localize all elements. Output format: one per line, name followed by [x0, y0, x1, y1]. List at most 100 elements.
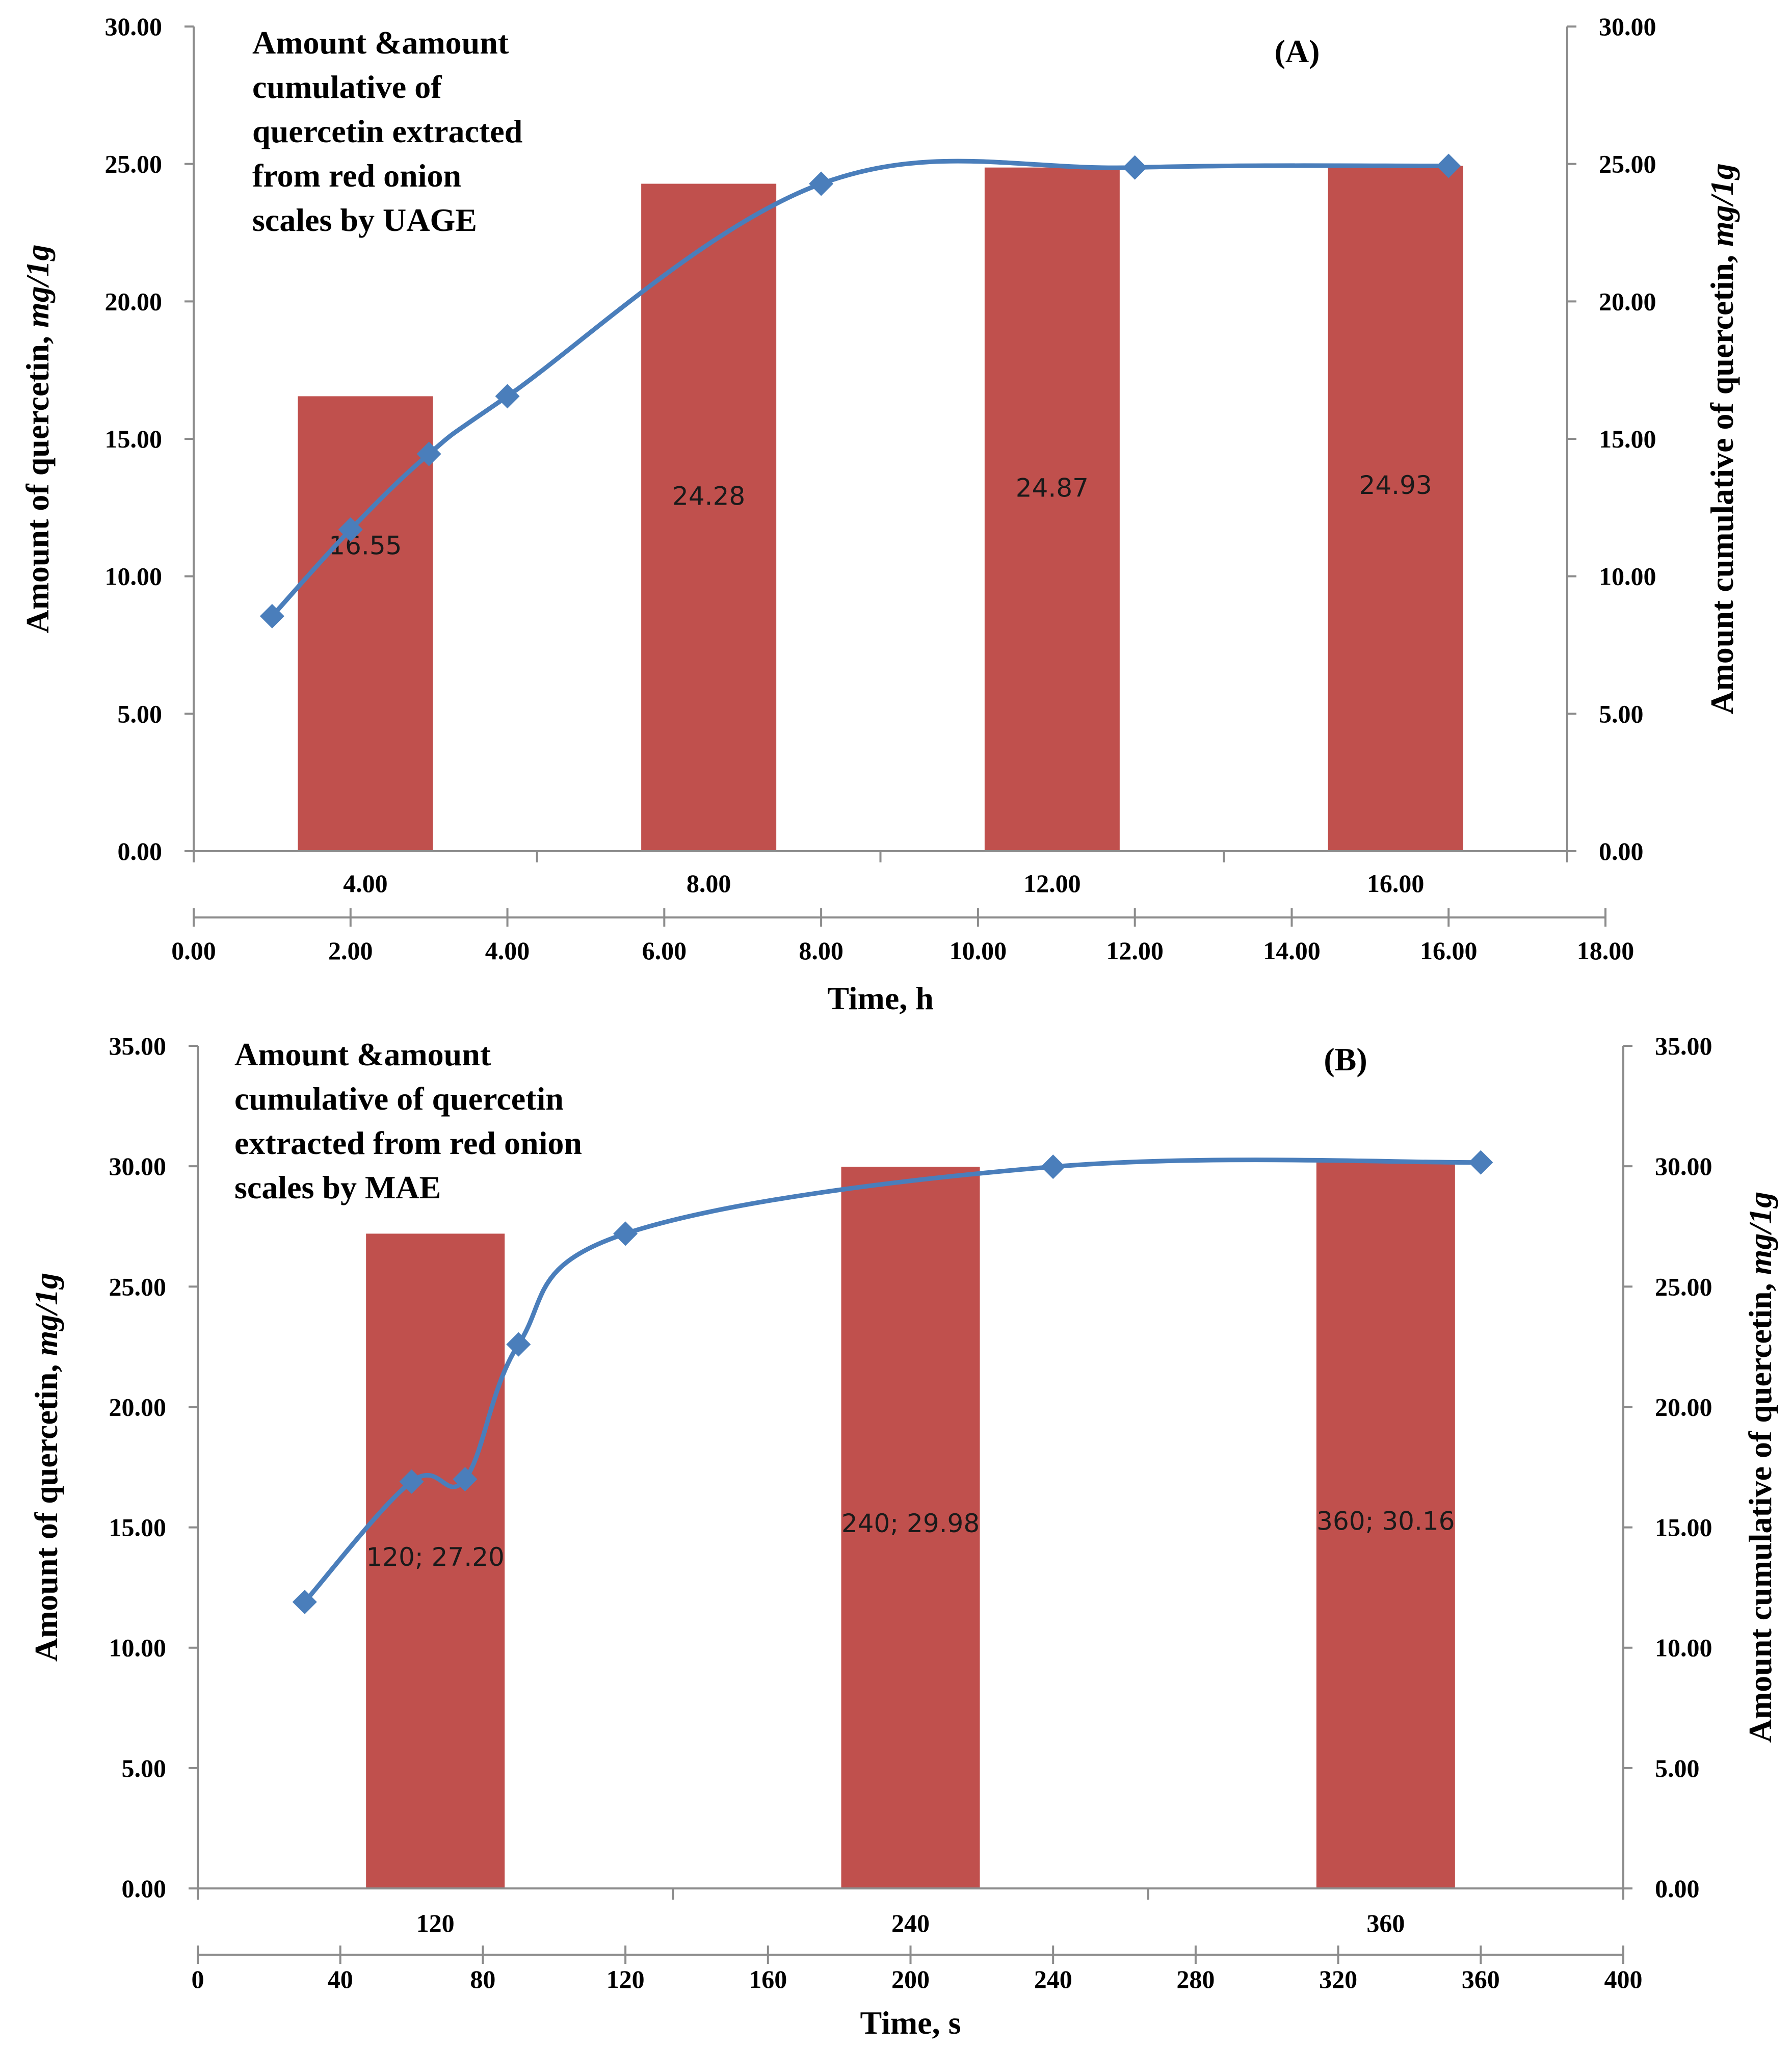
- bar-b-1: [366, 1233, 505, 1888]
- y-tick-label-right: 25.00: [1655, 1272, 1712, 1301]
- bar-b-3: [1316, 1162, 1455, 1888]
- bar-a-1: [298, 396, 433, 851]
- y-tick-label-left: 0.00: [118, 837, 163, 865]
- x-category-label: 16.00: [1367, 869, 1425, 898]
- line-marker-b-2: [399, 1469, 424, 1494]
- x-tick-label: 200: [891, 1965, 930, 1993]
- y-tick-label-right: 5.00: [1599, 699, 1644, 728]
- bar-label-a-4: 24.93: [1359, 470, 1432, 500]
- x-category-label: 12.00: [1023, 869, 1081, 898]
- y-tick-label-right: 0.00: [1655, 1874, 1700, 1903]
- bar-label-a-1: 16.55: [329, 531, 402, 561]
- line-marker-a-5: [809, 171, 834, 196]
- chart-panel-b: 120; 27.20 240; 29.98 360; 30.16 0.00 0.00 5.…: [28, 1032, 1778, 2041]
- y-tick-label-left: 10.00: [105, 562, 163, 591]
- cumulative-line-b: [303, 1158, 1481, 1604]
- chart-title-line: cumulative of: [252, 69, 442, 105]
- x-tick-label: 120: [607, 1965, 645, 1993]
- line-marker-b-6: [1041, 1154, 1066, 1179]
- y-axis-title-left: Amount of quercetin, mg/1g: [19, 244, 56, 633]
- x-tick-label: 160: [749, 1965, 787, 1993]
- x-tick-label: 0.00: [171, 936, 216, 965]
- y-tick-label-right: 15.00: [1599, 425, 1656, 453]
- y-tick-label-left: 15.00: [109, 1513, 167, 1542]
- bar-a-4: [1328, 166, 1463, 851]
- x-tick-label: 8.00: [799, 936, 844, 965]
- chart-title-line: quercetin extracted: [252, 113, 522, 149]
- chart-panel-a: 16.55 24.28 24.87 24.93 0.00 0.00 5.00 5.00 10.0…: [19, 12, 1740, 1016]
- bar-label-b-3: 360; 30.16: [1316, 1506, 1455, 1536]
- chart-title-line: scales by UAGE: [252, 202, 477, 238]
- x-tick-label: 0: [192, 1965, 204, 1993]
- bar-label-a-2: 24.28: [672, 481, 745, 511]
- x-tick-label: 40: [328, 1965, 353, 1993]
- x-category-label: 8.00: [687, 869, 731, 898]
- y-tick-label-left: 15.00: [105, 425, 163, 453]
- chart-title-line: cumulative of quercetin: [234, 1081, 564, 1117]
- chart-title-line: extracted from red onion: [234, 1125, 582, 1161]
- x-tick-label: 12.00: [1106, 936, 1164, 965]
- y-tick-label-right: 0.00: [1599, 837, 1644, 865]
- x-axis-title: Time, h: [827, 980, 934, 1016]
- y-tick-label-right: 5.00: [1655, 1754, 1700, 1782]
- y-tick-label-right: 15.00: [1655, 1513, 1712, 1542]
- bar-a-3: [984, 167, 1120, 852]
- y-tick-label-left: 20.00: [109, 1392, 167, 1421]
- y-tick-label-right: 20.00: [1655, 1392, 1712, 1421]
- line-marker-a-2: [338, 517, 363, 542]
- x-category-label: 360: [1366, 1909, 1405, 1937]
- y-tick-label-right: 10.00: [1599, 562, 1656, 591]
- x-tick-label: 6.00: [642, 936, 687, 965]
- line-marker-b-1: [292, 1589, 317, 1614]
- cumulative-line-a: [270, 159, 1449, 618]
- y-tick-label-left: 25.00: [109, 1272, 167, 1301]
- x-tick-label: 280: [1176, 1965, 1215, 1993]
- chart-title-line: Amount &amount: [234, 1036, 491, 1072]
- y-axis-title-right: Amount cumulative of quercetin, mg/1g: [1742, 1192, 1778, 1743]
- y-axis-title-left: Amount of quercetin, mg/1g: [28, 1273, 64, 1662]
- y-tick-label-right: 30.00: [1599, 12, 1656, 41]
- x-tick-label: 320: [1319, 1965, 1357, 1993]
- x-category-label: 240: [891, 1909, 930, 1937]
- line-marker-a-1: [259, 603, 284, 628]
- bar-label-b-1: 120; 27.20: [366, 1542, 505, 1572]
- y-tick-label-right: 25.00: [1599, 150, 1656, 178]
- y-tick-label-right: 10.00: [1655, 1634, 1712, 1662]
- line-marker-a-4: [495, 384, 520, 409]
- y-tick-label-left: 35.00: [109, 1032, 167, 1060]
- y-tick-label-right: 30.00: [1655, 1152, 1712, 1180]
- bar-label-a-3: 24.87: [1016, 473, 1089, 503]
- x-tick-label: 400: [1604, 1965, 1643, 1993]
- x-tick-label: 4.00: [485, 936, 530, 965]
- y-tick-label-left: 10.00: [109, 1634, 167, 1662]
- y-axis-title-right: Amount cumulative of quercetin, mg/1g: [1704, 163, 1740, 714]
- y-tick-label-left: 30.00: [105, 12, 163, 41]
- x-category-label: 4.00: [343, 869, 388, 898]
- y-tick-label-left: 5.00: [118, 699, 163, 728]
- x-category-label: 120: [416, 1909, 455, 1937]
- x-axis-title: Time, s: [860, 2005, 961, 2041]
- y-tick-label-left: 25.00: [105, 150, 163, 178]
- y-tick-label-right: 20.00: [1599, 287, 1656, 316]
- line-marker-b-4: [506, 1332, 531, 1357]
- x-tick-label: 2.00: [328, 936, 373, 965]
- line-marker-a-6: [1122, 155, 1147, 180]
- line-marker-a-3: [416, 441, 441, 466]
- x-tick-label: 10.00: [950, 936, 1007, 965]
- panel-label: (B): [1324, 1041, 1367, 1077]
- chart-title-line: from red onion: [252, 157, 461, 194]
- y-tick-label-left: 5.00: [122, 1754, 167, 1782]
- line-marker-a-7: [1436, 153, 1461, 178]
- bar-a-2: [641, 183, 777, 851]
- x-tick-label: 360: [1462, 1965, 1500, 1993]
- x-tick-label: 16.00: [1420, 936, 1478, 965]
- panel-label: (A): [1275, 33, 1320, 69]
- x-tick-label: 80: [470, 1965, 495, 1993]
- bar-label-b-2: 240; 29.98: [841, 1509, 980, 1538]
- chart-title-line: Amount &amount: [252, 24, 509, 61]
- bar-b-2: [841, 1167, 980, 1888]
- y-tick-label-left: 30.00: [109, 1152, 167, 1180]
- line-marker-b-3: [453, 1467, 478, 1492]
- x-tick-label: 14.00: [1263, 936, 1321, 965]
